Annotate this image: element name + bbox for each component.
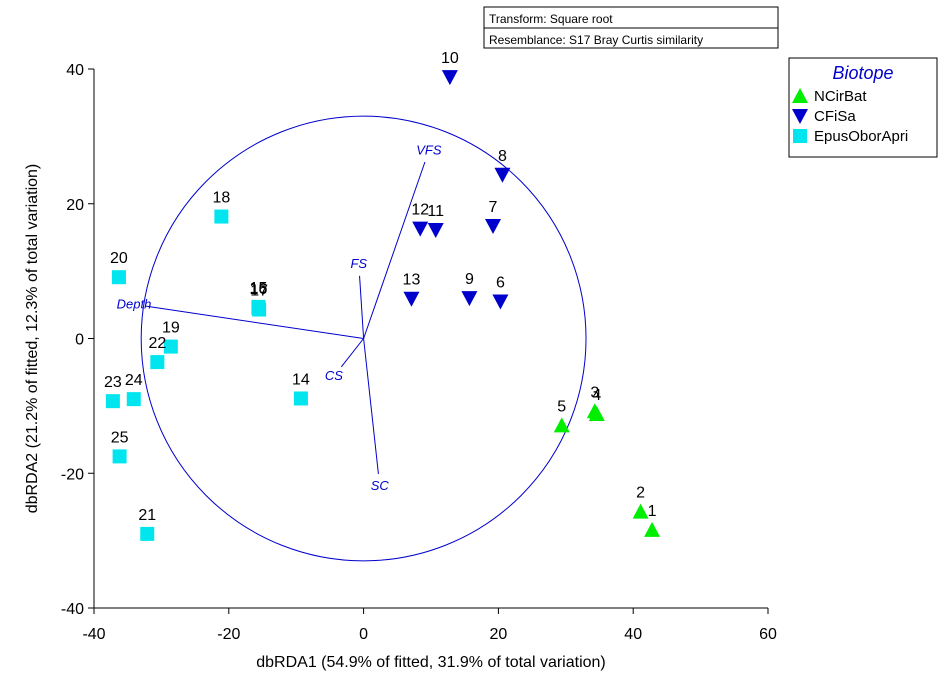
point-25 [112, 449, 127, 464]
point-label-12: 12 [411, 202, 429, 219]
point-2 [632, 503, 649, 519]
point-22 [150, 355, 165, 370]
vector-cs [340, 338, 364, 368]
point-label-2: 2 [636, 485, 645, 502]
point-19 [163, 339, 178, 354]
point-label-7: 7 [489, 199, 498, 216]
point-label-10: 10 [441, 50, 459, 67]
point-label-22: 22 [148, 335, 166, 352]
point-label-13: 13 [403, 272, 421, 289]
x-tick-label: 40 [624, 626, 642, 643]
x-tick-label: 20 [490, 626, 508, 643]
point-4 [588, 405, 605, 421]
legend-label-epusoborapri: EpusOborApri [814, 128, 908, 145]
series-ncirbat: 12 34 5 [553, 384, 661, 537]
legend-label-cfisa: CFiSa [814, 108, 856, 125]
vector-vfs [363, 161, 426, 339]
legend-items: NCirBat CFiSa EpusOborApri [792, 88, 908, 145]
legend-label-ncirbat: NCirBat [814, 88, 867, 105]
legend-title: Biotope [832, 63, 893, 83]
point-23 [105, 394, 120, 409]
point-12 [412, 221, 429, 237]
legend: Biotope NCirBat CFiSa EpusOborApri [788, 57, 938, 158]
legend-frame [788, 57, 938, 158]
x-tick-label: 0 [359, 626, 368, 643]
point-10 [441, 70, 458, 86]
vector-label-fs: FS [350, 256, 367, 271]
point-17 [252, 302, 267, 317]
y-tick-label: 20 [66, 197, 84, 214]
point-20 [111, 270, 126, 285]
legend-marker-epusoborapri [793, 129, 807, 143]
x-axis-title: dbRDA1 (54.9% of fitted, 31.9% of total … [256, 654, 606, 671]
info-resemblance: Resemblance: S17 Bray Curtis similarity [489, 33, 703, 47]
point-11 [427, 223, 444, 239]
point-label-4: 4 [592, 387, 601, 404]
point-label-14: 14 [292, 371, 310, 388]
y-tick-label: 0 [75, 332, 84, 349]
vector-label-sc: SC [371, 478, 390, 493]
point-label-21: 21 [138, 507, 156, 524]
info-box: Transform: Square root Resemblance: S17 … [483, 6, 779, 49]
vector-label-depth: Depth [117, 296, 152, 311]
point-label-8: 8 [498, 148, 507, 165]
point-24 [126, 392, 141, 407]
x-tick-label: -20 [217, 626, 240, 643]
point-label-16: 16 [250, 281, 268, 298]
point-1 [644, 521, 661, 537]
point-label-18: 18 [212, 190, 230, 207]
info-transform: Transform: Square root [489, 12, 613, 26]
legend-marker-ncirbat [792, 88, 808, 103]
point-13 [403, 291, 420, 307]
legend-marker-cfisa [792, 109, 808, 124]
plot-area: VFSFSDepthCSSC12345678910111213141516171… [104, 50, 661, 562]
correlation-circle [140, 115, 587, 562]
point-8 [494, 167, 511, 183]
y-tick-label: -20 [61, 466, 84, 483]
point-6 [492, 294, 509, 310]
point-label-19: 19 [162, 320, 180, 337]
point-14 [293, 391, 308, 406]
vector-depth [145, 305, 364, 339]
point-label-1: 1 [648, 503, 657, 520]
vector-fs [359, 275, 365, 339]
point-label-6: 6 [496, 274, 505, 291]
point-label-15: 15 [250, 280, 268, 297]
point-label-11: 11 [427, 203, 444, 220]
y-axis-title: dbRDA2 (21.2% of fitted, 12.3% of total … [24, 164, 41, 514]
point-label-5: 5 [557, 398, 566, 415]
y-tick-label: 40 [66, 62, 84, 79]
x-axis-ticks: -40 -20 0 20 40 60 [82, 608, 777, 643]
y-tick-label: -40 [61, 601, 84, 618]
x-tick-label: -40 [82, 626, 105, 643]
x-tick-label: 60 [759, 626, 777, 643]
point-label-20: 20 [110, 250, 128, 267]
point-label-23: 23 [104, 374, 122, 391]
vector-label-cs: CS [325, 368, 343, 383]
point-label-3: 3 [590, 384, 599, 401]
point-9 [461, 291, 478, 307]
vector-sc [363, 338, 379, 474]
point-21 [140, 526, 155, 541]
point-7 [485, 218, 502, 234]
axes: -40 -20 0 20 40 -40 -20 0 20 40 60 dbRDA1 (54.9% … [24, 62, 777, 671]
y-axis-ticks: -40 -20 0 20 40 [61, 62, 94, 618]
point-label-24: 24 [125, 372, 143, 389]
point-label-25: 25 [111, 429, 129, 446]
vector-label-vfs: VFS [416, 143, 442, 158]
point-label-17: 17 [250, 283, 268, 300]
point-label-9: 9 [465, 271, 474, 288]
point-18 [214, 209, 229, 224]
point-5 [553, 417, 570, 433]
